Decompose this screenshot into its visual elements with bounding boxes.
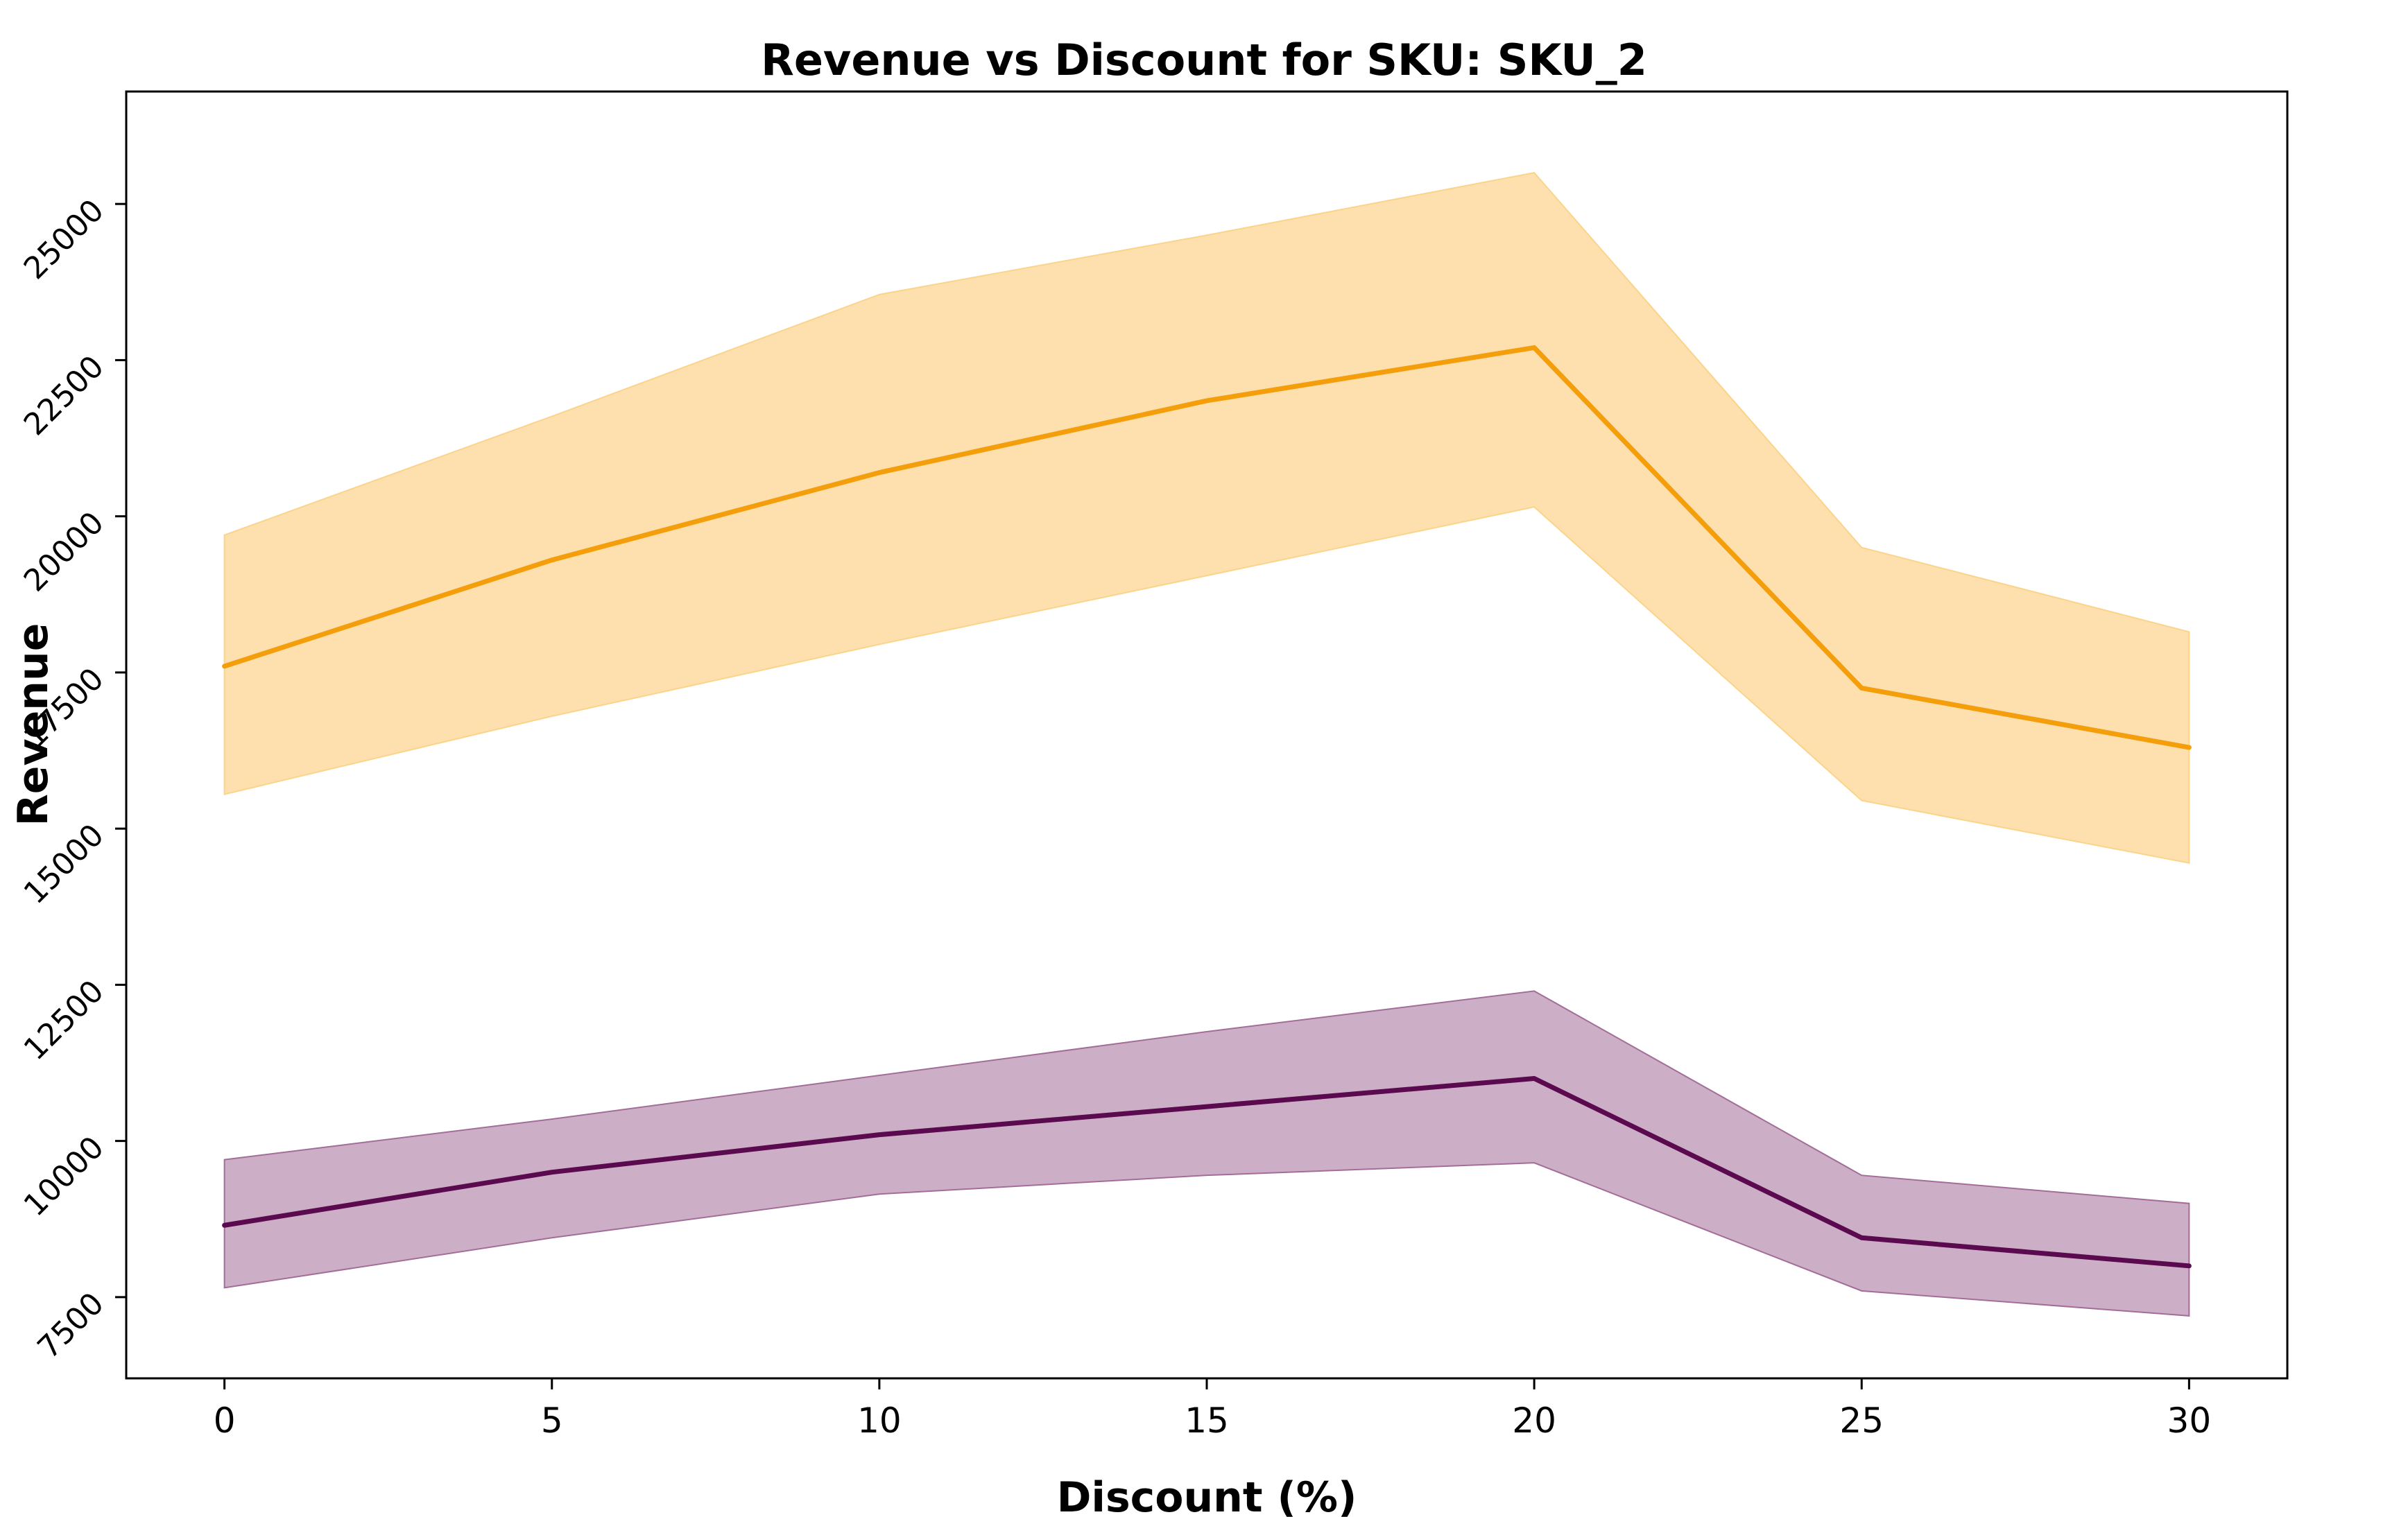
confidence-bands-layer (223, 172, 2190, 1317)
series-1-confidence-band (223, 172, 2190, 864)
y-tick-label: 20000 (17, 505, 111, 598)
y-tick-label: 12500 (17, 973, 111, 1067)
chart-title: Revenue vs Discount for SKU: SKU_2 (761, 35, 1647, 85)
x-tick-label: 25 (1839, 1401, 1884, 1441)
y-axis-label: Revenue (9, 623, 58, 826)
series-2-point (1532, 1076, 1537, 1081)
series-1-point (1205, 398, 1209, 403)
x-tick-label: 20 (1512, 1401, 1556, 1441)
x-tick-label: 10 (857, 1401, 902, 1441)
series-1-point (877, 470, 882, 475)
series-1-point (1532, 345, 1537, 350)
y-tick-label: 15000 (17, 817, 111, 911)
series-2-point (877, 1132, 882, 1137)
series-2-point (2187, 1263, 2192, 1268)
x-tick-label: 5 (541, 1401, 563, 1441)
x-tick-label: 30 (2167, 1401, 2212, 1441)
series-1-point (549, 557, 554, 562)
y-tick-label: 22500 (17, 349, 111, 442)
x-axis-ticks: 0 5 10 15 20 25 30 (214, 1378, 2211, 1441)
y-tick-label: 10000 (17, 1129, 111, 1223)
y-tick-label: 7500 (31, 1286, 111, 1366)
x-tick-label: 0 (214, 1401, 236, 1441)
series-2-point (222, 1223, 227, 1228)
series-1-point (2187, 745, 2192, 750)
series-2-confidence-band (223, 990, 2190, 1317)
series-1-point (1859, 686, 1864, 691)
series-2-point (1205, 1104, 1209, 1109)
series-1-point (222, 664, 227, 668)
series-2-point (549, 1170, 554, 1174)
series-2-point (1859, 1236, 1864, 1240)
series-lines-layer (222, 345, 2192, 1269)
x-axis-label: Discount (%) (1057, 1473, 1357, 1517)
y-tick-label: 25000 (17, 193, 111, 286)
x-tick-label: 15 (1185, 1401, 1229, 1441)
